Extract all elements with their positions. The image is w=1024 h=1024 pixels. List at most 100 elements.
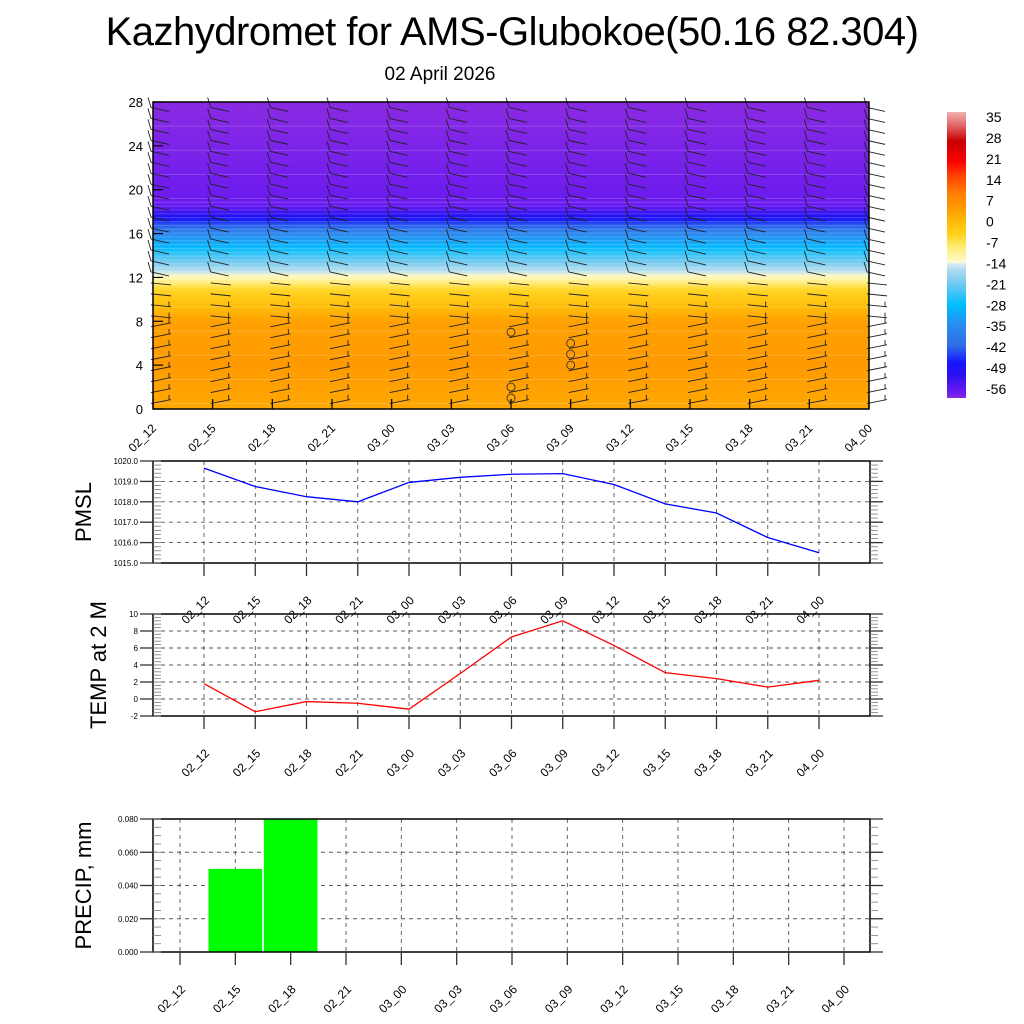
wind-barb xyxy=(628,161,647,167)
wind-barb-feather xyxy=(803,185,808,196)
wind-barb xyxy=(389,399,410,404)
wind-barb xyxy=(389,128,408,134)
wind-barb-feather xyxy=(744,185,749,196)
calm-circle xyxy=(566,338,576,348)
wind-barb xyxy=(687,128,707,134)
wind-barb xyxy=(449,355,470,361)
wind-barb xyxy=(568,366,589,372)
x-tick-label: 03_21 xyxy=(742,593,776,627)
wind-barb xyxy=(508,377,530,383)
wind-barb xyxy=(389,388,410,393)
wind-barb xyxy=(150,271,170,277)
wind-barb-feather xyxy=(505,228,510,240)
wind-barb-feather xyxy=(684,228,689,240)
wind-barb xyxy=(150,304,172,308)
wind-barb xyxy=(210,194,229,200)
wind-barb xyxy=(270,150,289,156)
x-tick-label: 04_00 xyxy=(794,746,828,780)
wind-barb xyxy=(747,315,768,319)
y-tick-label: 8 xyxy=(134,627,139,636)
wind-barb-feather xyxy=(445,108,450,119)
wind-barb-feather xyxy=(863,174,868,185)
wind-barb xyxy=(150,293,172,297)
wind-barb-feather xyxy=(386,206,391,218)
wind-barb xyxy=(210,107,229,112)
wind-barb xyxy=(508,238,528,244)
wind-barb xyxy=(807,304,828,308)
wind-barb xyxy=(508,194,528,200)
wind-barb xyxy=(687,333,709,339)
wind-barb xyxy=(150,107,170,112)
y-tick-label: 0.000 xyxy=(118,948,139,957)
wind-barb-feather xyxy=(445,250,450,262)
wind-barb xyxy=(210,128,229,134)
wind-barb xyxy=(866,107,886,112)
wind-barb-feather xyxy=(684,185,689,196)
wind-barb-feather xyxy=(863,206,868,218)
wind-barb xyxy=(747,366,768,372)
wind-barb xyxy=(628,118,647,123)
wind-barb xyxy=(866,139,886,145)
wind-barb-feather xyxy=(505,130,510,141)
wind-barb-feather xyxy=(803,174,808,185)
wind-barb-feather xyxy=(863,152,868,163)
wind-barb xyxy=(150,377,172,383)
wind-barb-feather xyxy=(684,108,689,119)
wind-barb xyxy=(747,216,766,222)
x-tick-label: 04_00 xyxy=(819,982,853,1016)
wind-barb xyxy=(807,107,826,112)
wind-barb-feather xyxy=(386,185,391,196)
wind-barb xyxy=(747,172,766,178)
wind-barb xyxy=(389,107,408,112)
wind-barb xyxy=(747,238,766,244)
chart-title: Kazhydromet for AMS-Glubokoe(50.16 82.30… xyxy=(105,10,919,54)
wind-barb xyxy=(329,128,349,134)
wind-barb-feather xyxy=(684,174,689,185)
wind-barb xyxy=(150,282,172,286)
x-tick-label: 03_15 xyxy=(653,982,687,1016)
wind-barb xyxy=(807,172,826,178)
wind-barb xyxy=(568,194,587,200)
wind-barb-feather xyxy=(266,141,271,152)
wind-barb xyxy=(866,344,888,350)
wind-barb-feather xyxy=(684,141,689,152)
wind-barb xyxy=(389,205,408,211)
wind-barb-feather xyxy=(744,250,749,262)
wind-barb-feather xyxy=(445,141,450,152)
pmsl-panel: 1015.0 1016.0 1017.0 1018.0 1019.0 1020.0 02_1… xyxy=(71,457,883,627)
wind-barb xyxy=(270,118,289,123)
precip-bar xyxy=(263,819,318,952)
wind-barb xyxy=(807,282,828,286)
wind-barb xyxy=(329,172,349,178)
wind-barb xyxy=(807,344,828,350)
wind-barb xyxy=(807,227,826,233)
wind-barb xyxy=(508,216,528,222)
wind-barb xyxy=(866,118,886,123)
wind-barb xyxy=(389,304,410,308)
wind-barb xyxy=(866,366,888,372)
wind-barb xyxy=(807,150,826,156)
wind-barb xyxy=(270,107,289,112)
wind-barb xyxy=(449,183,468,189)
wind-barb-feather xyxy=(445,206,450,218)
wind-barb xyxy=(508,333,530,339)
wind-barb xyxy=(508,355,530,361)
wind-barb xyxy=(329,388,351,393)
wind-barb-feather xyxy=(505,108,510,119)
wind-barb xyxy=(210,304,231,308)
wind-barb xyxy=(687,260,707,266)
wind-barb-feather xyxy=(624,206,629,218)
wind-barb-feather xyxy=(803,130,808,141)
wind-barb xyxy=(628,333,649,339)
y-tick-label: 4 xyxy=(134,661,139,670)
wind-barb-feather xyxy=(565,206,570,218)
wind-barb-feather xyxy=(565,108,570,119)
wind-barb xyxy=(449,399,470,404)
wind-barb xyxy=(389,260,408,266)
wind-barb xyxy=(568,399,589,404)
wind-barb-feather xyxy=(147,141,152,152)
wind-barb-feather xyxy=(266,108,271,119)
wind-barb xyxy=(210,344,231,350)
wind-barb-feather xyxy=(684,152,689,163)
wind-barb xyxy=(807,322,828,328)
